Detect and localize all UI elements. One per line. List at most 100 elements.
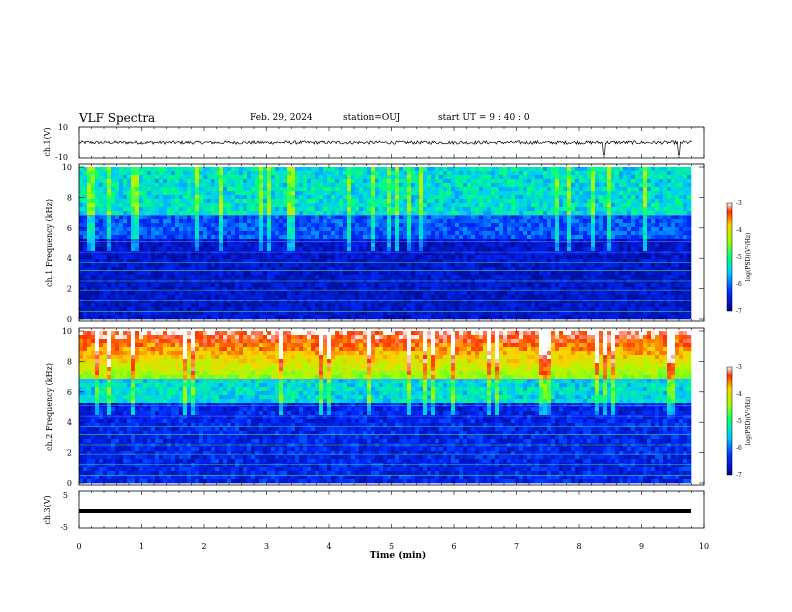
spectrogram-cell (87, 203, 92, 208)
spectrogram-cell (79, 199, 84, 204)
spectrogram-cell (599, 283, 604, 288)
spectrogram-cell (167, 283, 172, 288)
spectrogram-cell (567, 311, 572, 316)
spectrogram-cell (351, 287, 356, 292)
spectrogram-cell (215, 219, 220, 224)
spectrogram-cell (259, 299, 264, 304)
spectrogram-cell (239, 191, 244, 196)
spectrogram-cell (395, 311, 400, 316)
spectrogram-cell (395, 259, 400, 264)
spectrogram-cell (359, 223, 364, 228)
spectrogram-cell (287, 167, 292, 172)
spectrogram-cell (211, 255, 216, 260)
spectrogram-cell (147, 167, 152, 172)
spectrogram-cell (267, 207, 272, 212)
spectrogram-cell (275, 219, 280, 224)
spectrogram-cell (487, 211, 492, 216)
spectrogram-cell (399, 247, 404, 252)
spectrogram-cell (415, 243, 420, 248)
spectrogram-cell (599, 295, 604, 300)
spectrogram-cell (207, 215, 212, 220)
spectrogram-cell (427, 255, 432, 260)
spectrogram-cell (167, 231, 172, 236)
spectrogram-cell (203, 291, 208, 296)
spectrogram-cell (259, 255, 264, 260)
spectrogram-cell (343, 171, 348, 176)
spectrogram-cell (167, 251, 172, 256)
spectrogram-cell (411, 251, 416, 256)
spectrogram-cell (159, 267, 164, 272)
spectrogram-cell (251, 215, 256, 220)
spectrogram-cell (103, 183, 108, 188)
spectrogram-cell (455, 283, 460, 288)
spectrogram-cell (215, 199, 220, 204)
spectrogram-cell (435, 207, 440, 212)
spectrogram-cell (539, 167, 544, 172)
spectrogram-cell (379, 315, 384, 320)
spectrogram-cell (287, 223, 292, 228)
spectrogram-cell (99, 191, 104, 196)
spectrogram-cell (291, 267, 296, 272)
spectrogram-cell (243, 223, 248, 228)
spectrogram-cell (115, 187, 120, 192)
spectrogram-cell (535, 171, 540, 176)
spectrogram-cell (135, 243, 140, 248)
spectrogram-cell (311, 307, 316, 312)
spectrogram-cell (451, 267, 456, 272)
spectrogram-cell (367, 179, 372, 184)
spectrogram-cell (263, 287, 268, 292)
spectrogram-cell (567, 195, 572, 200)
spectrogram-cell (511, 219, 516, 224)
spectrogram-cell (139, 283, 144, 288)
spectrogram-cell (591, 227, 596, 232)
spectrogram-cell (427, 223, 432, 228)
spectrogram-cell (279, 287, 284, 292)
spectrogram-cell (239, 203, 244, 208)
spectrogram-cell (467, 251, 472, 256)
spectrogram-cell (539, 251, 544, 256)
spectrogram-cell (243, 187, 248, 192)
spectrogram-cell (539, 211, 544, 216)
spectrogram-cell (407, 171, 412, 176)
spectrogram-cell (403, 283, 408, 288)
spectrogram-cell (343, 299, 348, 304)
spectrogram-cell (587, 187, 592, 192)
spectrogram-cell (111, 195, 116, 200)
spectrogram-cell (119, 219, 124, 224)
spectrogram-cell (99, 171, 104, 176)
spectrogram-cell (271, 259, 276, 264)
spectrogram-cell (535, 215, 540, 220)
spectrogram-cell (431, 175, 436, 180)
spectrogram-cell (127, 283, 132, 288)
spectrogram-cell (115, 231, 120, 236)
spectrogram-cell (595, 247, 600, 252)
spectrogram-cell (263, 307, 268, 312)
spectrogram-cell (459, 275, 464, 280)
spectrogram-cell (111, 255, 116, 260)
spectrogram-cell (203, 255, 208, 260)
spectrogram-cell (227, 295, 232, 300)
spectrogram-cell (499, 275, 504, 280)
spectrogram-cell (283, 183, 288, 188)
spectrogram-cell (159, 203, 164, 208)
spectrogram-cell (367, 167, 372, 172)
spectrogram-cell (363, 283, 368, 288)
spectrogram-cell (147, 199, 152, 204)
spectrogram-cell (135, 207, 140, 212)
spectrogram-cell (271, 171, 276, 176)
spectrogram-cell (275, 175, 280, 180)
spectrogram-cell (583, 283, 588, 288)
spectrogram-cell (439, 183, 444, 188)
spectrogram-cell (375, 303, 380, 308)
spectrogram-cell (331, 315, 336, 320)
spectrogram-cell (383, 287, 388, 292)
spectrogram-cell (247, 299, 252, 304)
spectrogram-cell (207, 311, 212, 316)
spectrogram-cell (339, 239, 344, 244)
spectrogram-cell (363, 215, 368, 220)
spectrogram-cell (559, 295, 564, 300)
spectrogram-cell (355, 247, 360, 252)
spectrogram-cell (371, 303, 376, 308)
spectrogram-cell (411, 227, 416, 232)
spectrogram-cell (383, 183, 388, 188)
